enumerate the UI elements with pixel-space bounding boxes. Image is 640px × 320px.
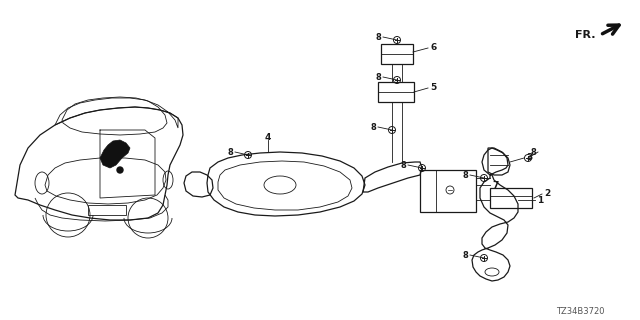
Text: 8: 8 (462, 251, 468, 260)
Text: 8: 8 (531, 148, 536, 156)
Text: 8: 8 (227, 148, 233, 156)
Text: FR.: FR. (575, 30, 596, 40)
Text: 7: 7 (492, 180, 499, 189)
Polygon shape (100, 140, 130, 168)
Text: TZ34B3720: TZ34B3720 (556, 308, 604, 316)
Text: 4: 4 (265, 132, 271, 141)
Text: 8: 8 (462, 171, 468, 180)
Text: 6: 6 (430, 43, 436, 52)
Text: 8: 8 (375, 73, 381, 82)
Text: 5: 5 (430, 83, 436, 92)
Text: 8: 8 (375, 33, 381, 42)
Text: 1: 1 (537, 196, 543, 204)
Bar (88, 205, 126, 215)
Circle shape (117, 167, 123, 173)
Text: 2: 2 (544, 188, 550, 197)
Text: 8: 8 (400, 161, 406, 170)
Text: 8: 8 (371, 123, 376, 132)
Text: 3: 3 (526, 153, 532, 162)
